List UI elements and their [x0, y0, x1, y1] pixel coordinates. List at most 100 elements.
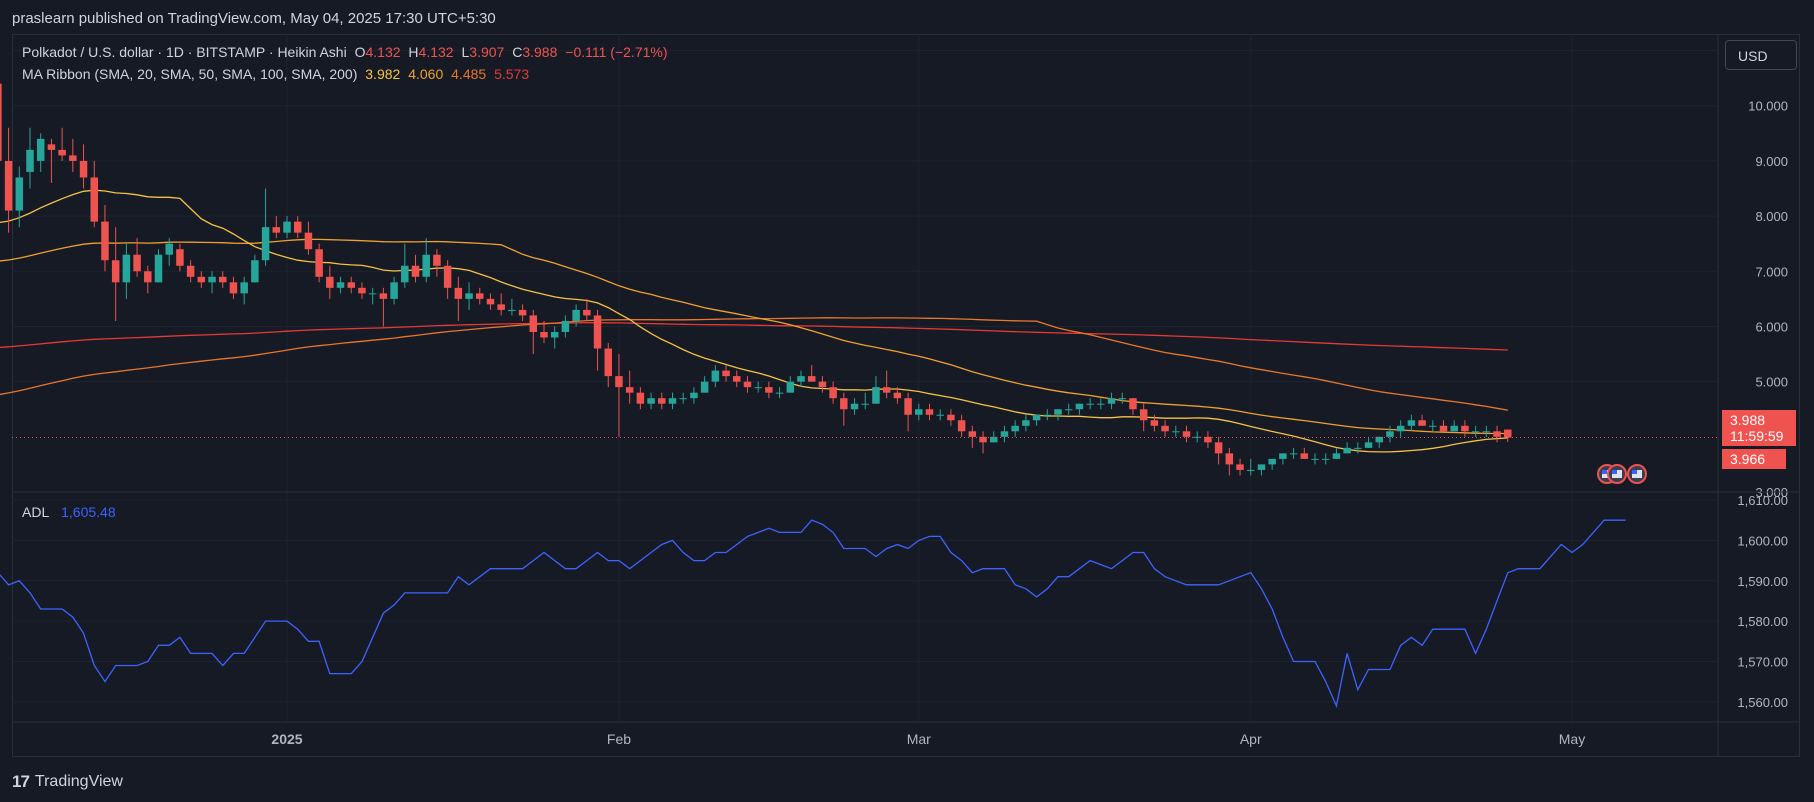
- candle-body: [283, 221, 291, 233]
- candle-body: [1150, 420, 1159, 426]
- adl-tick-label: 1,570.00: [1737, 654, 1788, 669]
- candle-body: [743, 381, 752, 388]
- high-label: H: [408, 44, 419, 60]
- symbol-label[interactable]: Polkadot / U.S. dollar · 1D · BITSTAMP ·…: [22, 44, 347, 60]
- candle-body: [700, 381, 709, 393]
- candle-body: [1107, 398, 1116, 404]
- candle-body: [154, 254, 163, 283]
- candle-body: [1247, 469, 1255, 471]
- candle-body: [465, 293, 473, 299]
- adl-tick-label: 1,590.00: [1737, 574, 1788, 589]
- candle-body: [422, 254, 430, 277]
- candle-body: [133, 254, 141, 272]
- candle-body: [1289, 453, 1298, 455]
- candle-body: [1386, 431, 1394, 437]
- tradingview-brand: TradingView: [34, 773, 123, 790]
- candle-body: [433, 254, 441, 266]
- candle-body: [251, 260, 259, 283]
- us-flag-canton-icon: [1632, 470, 1637, 474]
- candle-body: [775, 392, 784, 394]
- candle-body: [304, 232, 313, 250]
- price-tick-label: 10.000: [1748, 99, 1788, 114]
- ma-ribbon-label[interactable]: MA Ribbon (SMA, 20, SMA, 50, SMA, 100, S…: [22, 66, 358, 82]
- candle-body: [4, 160, 13, 211]
- adl-tick-label: 1,610.00: [1737, 493, 1788, 508]
- candle-body: [807, 376, 816, 382]
- candle-body: [1268, 458, 1276, 465]
- us-flag-canton-icon: [1612, 470, 1617, 474]
- close-value: 3.988: [522, 44, 558, 60]
- candle-body: [1064, 409, 1073, 411]
- candle-body: [936, 414, 944, 416]
- candle-body: [797, 376, 805, 382]
- time-tick-label: Feb: [607, 731, 631, 747]
- adl-value: 1,605.48: [61, 504, 116, 520]
- candle-body: [818, 381, 827, 388]
- ma20-value: 3.982: [365, 66, 401, 82]
- candle-body: [390, 282, 398, 299]
- candle-body: [229, 282, 238, 294]
- time-tick-label: Apr: [1240, 731, 1262, 747]
- candle-body: [90, 177, 98, 222]
- candle-body: [1129, 398, 1137, 410]
- adl-line: [0, 519, 1626, 709]
- candle-body: [411, 265, 420, 277]
- candle-body: [476, 293, 484, 299]
- candle-body: [1418, 420, 1426, 426]
- price-tick-label: 8.000: [1755, 209, 1788, 224]
- candle-body: [1161, 425, 1169, 432]
- currency-button[interactable]: USD: [1725, 40, 1797, 70]
- time-tick-label: Mar: [907, 731, 931, 747]
- candle-body: [765, 387, 773, 393]
- candle-body: [379, 293, 388, 299]
- candle-body: [1493, 431, 1501, 437]
- candle-body: [1204, 436, 1212, 443]
- candle-body: [658, 398, 666, 404]
- price-tick-label: 7.000: [1755, 264, 1788, 279]
- candle-body: [165, 243, 173, 255]
- candle-body: [1364, 442, 1373, 448]
- candle-body: [240, 282, 248, 294]
- price-tick-label: 5.000: [1755, 375, 1788, 390]
- candle-body: [122, 254, 131, 283]
- open-value: 4.132: [365, 44, 401, 60]
- candle-body: [754, 387, 762, 389]
- adl-legend: ADL 1,605.48: [22, 504, 120, 520]
- candle-body: [508, 309, 516, 311]
- adl-tick-label: 1,600.00: [1737, 533, 1788, 548]
- candle-body: [1182, 431, 1191, 437]
- candle-body: [1439, 425, 1448, 432]
- candle-body: [1193, 436, 1201, 438]
- candle-body: [58, 149, 66, 156]
- chart-frame[interactable]: [12, 34, 1800, 757]
- candle-body: [79, 160, 88, 178]
- last-price-value: 3.988: [1730, 412, 1766, 428]
- time-tick-label: May: [1559, 731, 1585, 747]
- candle-body: [1450, 425, 1458, 432]
- candle-body: [1300, 453, 1309, 459]
- sma-200-line: [0, 322, 1508, 351]
- candle-body: [197, 276, 206, 283]
- candle-body: [690, 392, 698, 399]
- candle-body: [186, 265, 195, 277]
- candle-body: [144, 271, 152, 283]
- ma-price-tag: 3.966: [1722, 449, 1786, 469]
- price-legend: Polkadot / U.S. dollar · 1D · BITSTAMP ·…: [22, 44, 672, 60]
- candle-body: [272, 227, 281, 233]
- last-price-tag: 3.988 11:59:59: [1722, 410, 1796, 446]
- tradingview-logo[interactable]: 17 TradingView: [12, 772, 123, 792]
- candle-body: [1172, 431, 1180, 433]
- candle-body: [882, 387, 891, 393]
- candle-body: [636, 392, 645, 404]
- candle-body: [850, 403, 859, 410]
- candle-body: [111, 260, 120, 283]
- us-flag-canton-icon: [1602, 470, 1607, 474]
- candle-body: [1043, 414, 1052, 416]
- adl-label[interactable]: ADL: [22, 504, 50, 520]
- candle-body: [979, 436, 987, 443]
- candle-body: [1257, 464, 1266, 470]
- candle-body: [1097, 403, 1105, 405]
- high-value: 4.132: [418, 44, 454, 60]
- candle-body: [26, 149, 34, 172]
